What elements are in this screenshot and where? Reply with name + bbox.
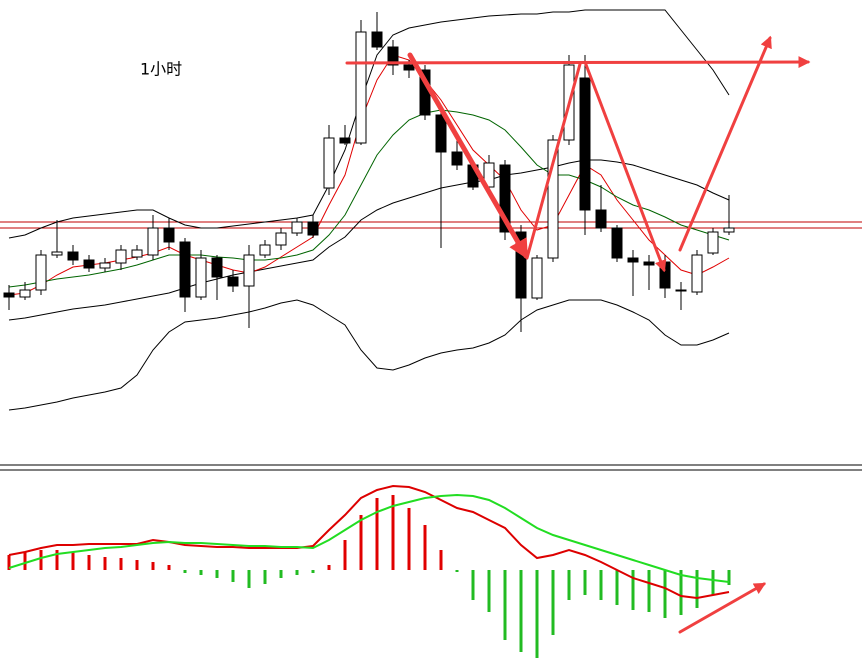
candle-body (435, 114, 447, 153)
candle-body (35, 254, 47, 291)
plot-area (0, 9, 862, 658)
macd-line (8, 493, 730, 583)
candle-body (355, 31, 367, 144)
candle-body (323, 137, 335, 189)
candle-body (611, 227, 623, 259)
candle-body (371, 31, 383, 48)
candle-body (515, 231, 527, 299)
arrow (678, 582, 767, 634)
candle-body (83, 259, 95, 269)
candle-body (275, 232, 287, 246)
annotations (345, 35, 811, 634)
candle-body (723, 227, 735, 233)
candle-body (99, 262, 111, 269)
candle-body (643, 261, 655, 266)
candle-body (675, 289, 687, 292)
candle-body (115, 249, 127, 264)
arrow (345, 56, 811, 69)
indicator-line (8, 109, 730, 288)
candle-body (595, 209, 607, 229)
candle-body (627, 257, 639, 263)
candle-body (547, 139, 559, 259)
candle-body (499, 164, 511, 233)
arrow (678, 35, 772, 252)
candle-body (451, 151, 463, 166)
candle-body (227, 276, 239, 287)
candle-body (131, 249, 143, 258)
chart-title: 1小时 (140, 60, 182, 79)
candle-body (691, 254, 703, 293)
candle-body (67, 251, 79, 261)
candle-body (51, 251, 63, 256)
candle-body (579, 77, 591, 211)
candle-body (163, 227, 175, 243)
macd-line (8, 484, 730, 600)
arrow (583, 60, 667, 273)
candle-body (387, 46, 399, 66)
candle-body (307, 221, 319, 236)
arrow (407, 52, 529, 260)
candle-body (19, 289, 31, 298)
indicator-line (8, 54, 730, 296)
candle-body (291, 221, 303, 234)
candle-body (707, 231, 719, 254)
candle-body (211, 257, 223, 278)
indicator-line (8, 299, 730, 411)
candle-body (339, 137, 351, 144)
candle-body (147, 227, 159, 256)
candle-body (179, 241, 191, 298)
candle-body (403, 64, 415, 71)
arrow (525, 62, 582, 260)
indicator-line (8, 9, 730, 239)
candle-body (531, 257, 543, 299)
candle-body (259, 244, 271, 256)
candle-body (195, 257, 207, 298)
candle-body (243, 254, 255, 287)
candle-body (3, 292, 15, 298)
indicator-line (8, 159, 730, 321)
